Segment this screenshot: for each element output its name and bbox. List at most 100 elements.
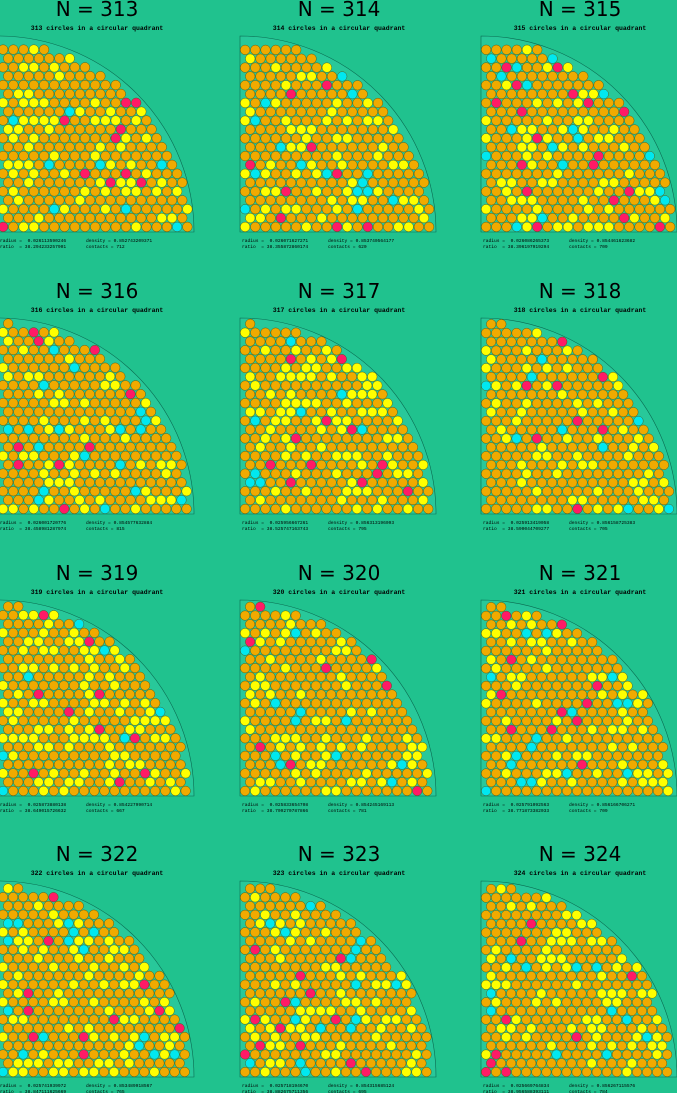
circle: [38, 662, 49, 673]
circle: [567, 389, 578, 400]
circle: [376, 1040, 387, 1051]
circle: [73, 1005, 84, 1016]
circle: [13, 389, 24, 400]
circle: [68, 1032, 79, 1042]
heading: N = 314: [298, 0, 381, 21]
circle: [592, 451, 603, 462]
circle: [496, 142, 507, 153]
circle: [150, 433, 161, 444]
circle: [38, 610, 49, 621]
circle: [516, 1023, 527, 1034]
circle: [418, 495, 429, 506]
circle: [49, 380, 60, 391]
circle: [3, 353, 14, 364]
circle: [486, 988, 496, 999]
circle: [169, 1067, 180, 1077]
circle: [592, 785, 603, 796]
circle: [556, 707, 567, 718]
circle: [531, 733, 542, 744]
circle: [23, 459, 34, 470]
circle: [516, 707, 527, 718]
circle: [526, 971, 537, 982]
circle: [94, 636, 105, 647]
circle: [28, 486, 39, 497]
circle: [601, 1049, 612, 1060]
circle: [546, 672, 557, 683]
circle: [126, 212, 137, 224]
circle: [290, 1032, 301, 1042]
circle: [357, 495, 368, 506]
circle: [657, 1023, 668, 1034]
circle: [330, 944, 341, 955]
circle: [3, 212, 14, 224]
circle: [522, 44, 533, 55]
circles: [481, 602, 673, 796]
circle: [265, 689, 276, 700]
circle: [296, 389, 307, 400]
circle: [423, 486, 434, 497]
circle: [154, 1005, 165, 1016]
circle: [597, 371, 608, 382]
circle: [135, 477, 146, 488]
circle: [582, 680, 593, 691]
circle: [240, 204, 251, 215]
circle: [296, 406, 307, 417]
circle: [3, 71, 14, 82]
circle: [28, 415, 39, 426]
circle: [0, 345, 9, 356]
circle: [23, 777, 34, 788]
circle: [557, 371, 568, 382]
circle: [352, 398, 363, 409]
circle: [295, 777, 306, 788]
circle: [300, 768, 311, 779]
circle: [541, 997, 552, 1008]
circle: [342, 133, 353, 144]
circle: [0, 662, 9, 673]
circle: [481, 133, 492, 144]
circle: [481, 398, 492, 409]
circle: [109, 698, 120, 709]
circle: [652, 1032, 663, 1043]
circle: [250, 785, 261, 796]
circle: [250, 1049, 261, 1060]
circle: [59, 397, 70, 408]
circle: [311, 451, 322, 462]
circle: [311, 433, 322, 444]
circle: [491, 962, 502, 973]
circle: [491, 503, 502, 514]
circle: [511, 610, 522, 621]
circle: [571, 927, 582, 938]
circle: [557, 424, 568, 435]
circle: [561, 1014, 572, 1025]
circle: [321, 715, 332, 726]
circle: [74, 389, 85, 400]
circle: [280, 468, 291, 479]
circle: [0, 962, 8, 973]
density: density = 0.856158725383: [569, 520, 635, 526]
circle: [561, 945, 572, 955]
circle: [496, 371, 507, 382]
circle: [295, 1058, 306, 1069]
circle: [366, 759, 377, 770]
circle: [587, 495, 598, 506]
circle: [526, 1040, 537, 1051]
circle: [357, 124, 368, 135]
circle: [643, 468, 654, 479]
circle: [164, 988, 175, 999]
circle: [136, 177, 147, 188]
circle: [521, 398, 532, 409]
circle: [315, 953, 326, 964]
circle: [531, 997, 542, 1008]
circle: [356, 671, 367, 682]
circle: [588, 159, 599, 170]
circle: [109, 750, 120, 761]
circle: [521, 892, 532, 903]
circle: [18, 944, 29, 955]
circle: [621, 1067, 632, 1077]
circle: [351, 733, 362, 744]
circle: [245, 777, 256, 788]
circle: [104, 636, 115, 647]
circle: [526, 1058, 537, 1069]
circle: [125, 406, 136, 417]
circle: [511, 133, 522, 144]
